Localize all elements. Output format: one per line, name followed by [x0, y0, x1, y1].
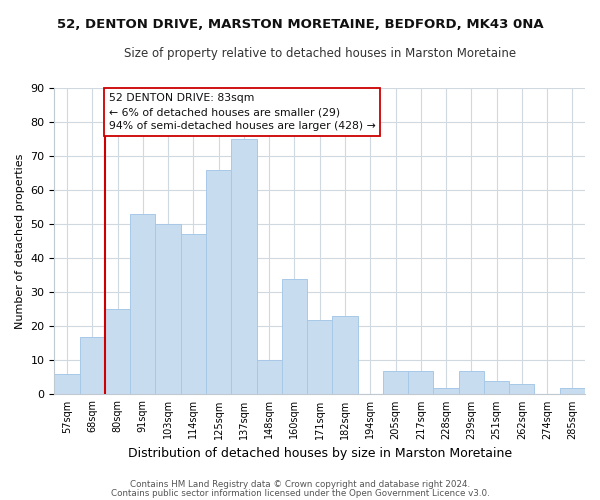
Y-axis label: Number of detached properties: Number of detached properties [15, 154, 25, 329]
Text: 52 DENTON DRIVE: 83sqm
← 6% of detached houses are smaller (29)
94% of semi-deta: 52 DENTON DRIVE: 83sqm ← 6% of detached … [109, 93, 376, 131]
Title: Size of property relative to detached houses in Marston Moretaine: Size of property relative to detached ho… [124, 48, 516, 60]
Bar [484, 381, 509, 394]
Bar [55, 374, 80, 394]
Bar [105, 310, 130, 394]
X-axis label: Distribution of detached houses by size in Marston Moretaine: Distribution of detached houses by size … [128, 447, 512, 460]
Bar [560, 388, 585, 394]
Bar [80, 336, 105, 394]
Bar [433, 388, 458, 394]
Bar [257, 360, 282, 394]
Bar [408, 370, 433, 394]
Bar [307, 320, 332, 394]
Bar [282, 278, 307, 394]
Text: Contains public sector information licensed under the Open Government Licence v3: Contains public sector information licen… [110, 488, 490, 498]
Bar [206, 170, 231, 394]
Bar [332, 316, 358, 394]
Bar [130, 214, 155, 394]
Bar [181, 234, 206, 394]
Bar [383, 370, 408, 394]
Text: 52, DENTON DRIVE, MARSTON MORETAINE, BEDFORD, MK43 0NA: 52, DENTON DRIVE, MARSTON MORETAINE, BED… [56, 18, 544, 30]
Bar [509, 384, 535, 394]
Bar [231, 139, 257, 394]
Bar [155, 224, 181, 394]
Bar [458, 370, 484, 394]
Text: Contains HM Land Registry data © Crown copyright and database right 2024.: Contains HM Land Registry data © Crown c… [130, 480, 470, 489]
